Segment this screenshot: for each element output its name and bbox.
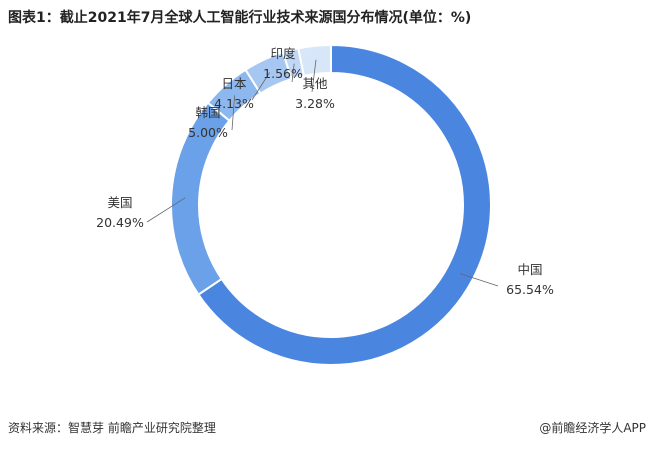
leader-line [459, 273, 499, 287]
value-label: 20.49% [96, 215, 144, 230]
leader-line [311, 59, 317, 93]
donut-slice [297, 43, 332, 77]
credit: @前瞻经济学人APP [539, 420, 646, 435]
leader-line [291, 63, 295, 83]
leader-line [231, 95, 236, 131]
slice-label: 日本 [221, 76, 247, 91]
leader-line [251, 72, 270, 101]
source: 资料来源：智慧芽 前瞻产业研究院整理 [8, 420, 216, 435]
value-label: 3.28% [295, 96, 335, 111]
slice-label: 印度 [270, 46, 296, 61]
value-label: 4.13% [214, 96, 254, 111]
slice-label: 韩国 [195, 105, 220, 120]
value-label: 65.54% [506, 282, 554, 297]
slice-label: 其他 [302, 76, 328, 91]
value-label: 1.56% [263, 66, 303, 81]
leader-line [146, 197, 186, 223]
donut-slice [197, 43, 492, 366]
chart-title: 图表1：截止2021年7月全球人工智能行业技术来源国分布情况(单位：%) [8, 9, 471, 26]
slice-label: 中国 [517, 262, 542, 277]
slice-label: 美国 [107, 195, 132, 210]
value-label: 5.00% [188, 125, 228, 140]
